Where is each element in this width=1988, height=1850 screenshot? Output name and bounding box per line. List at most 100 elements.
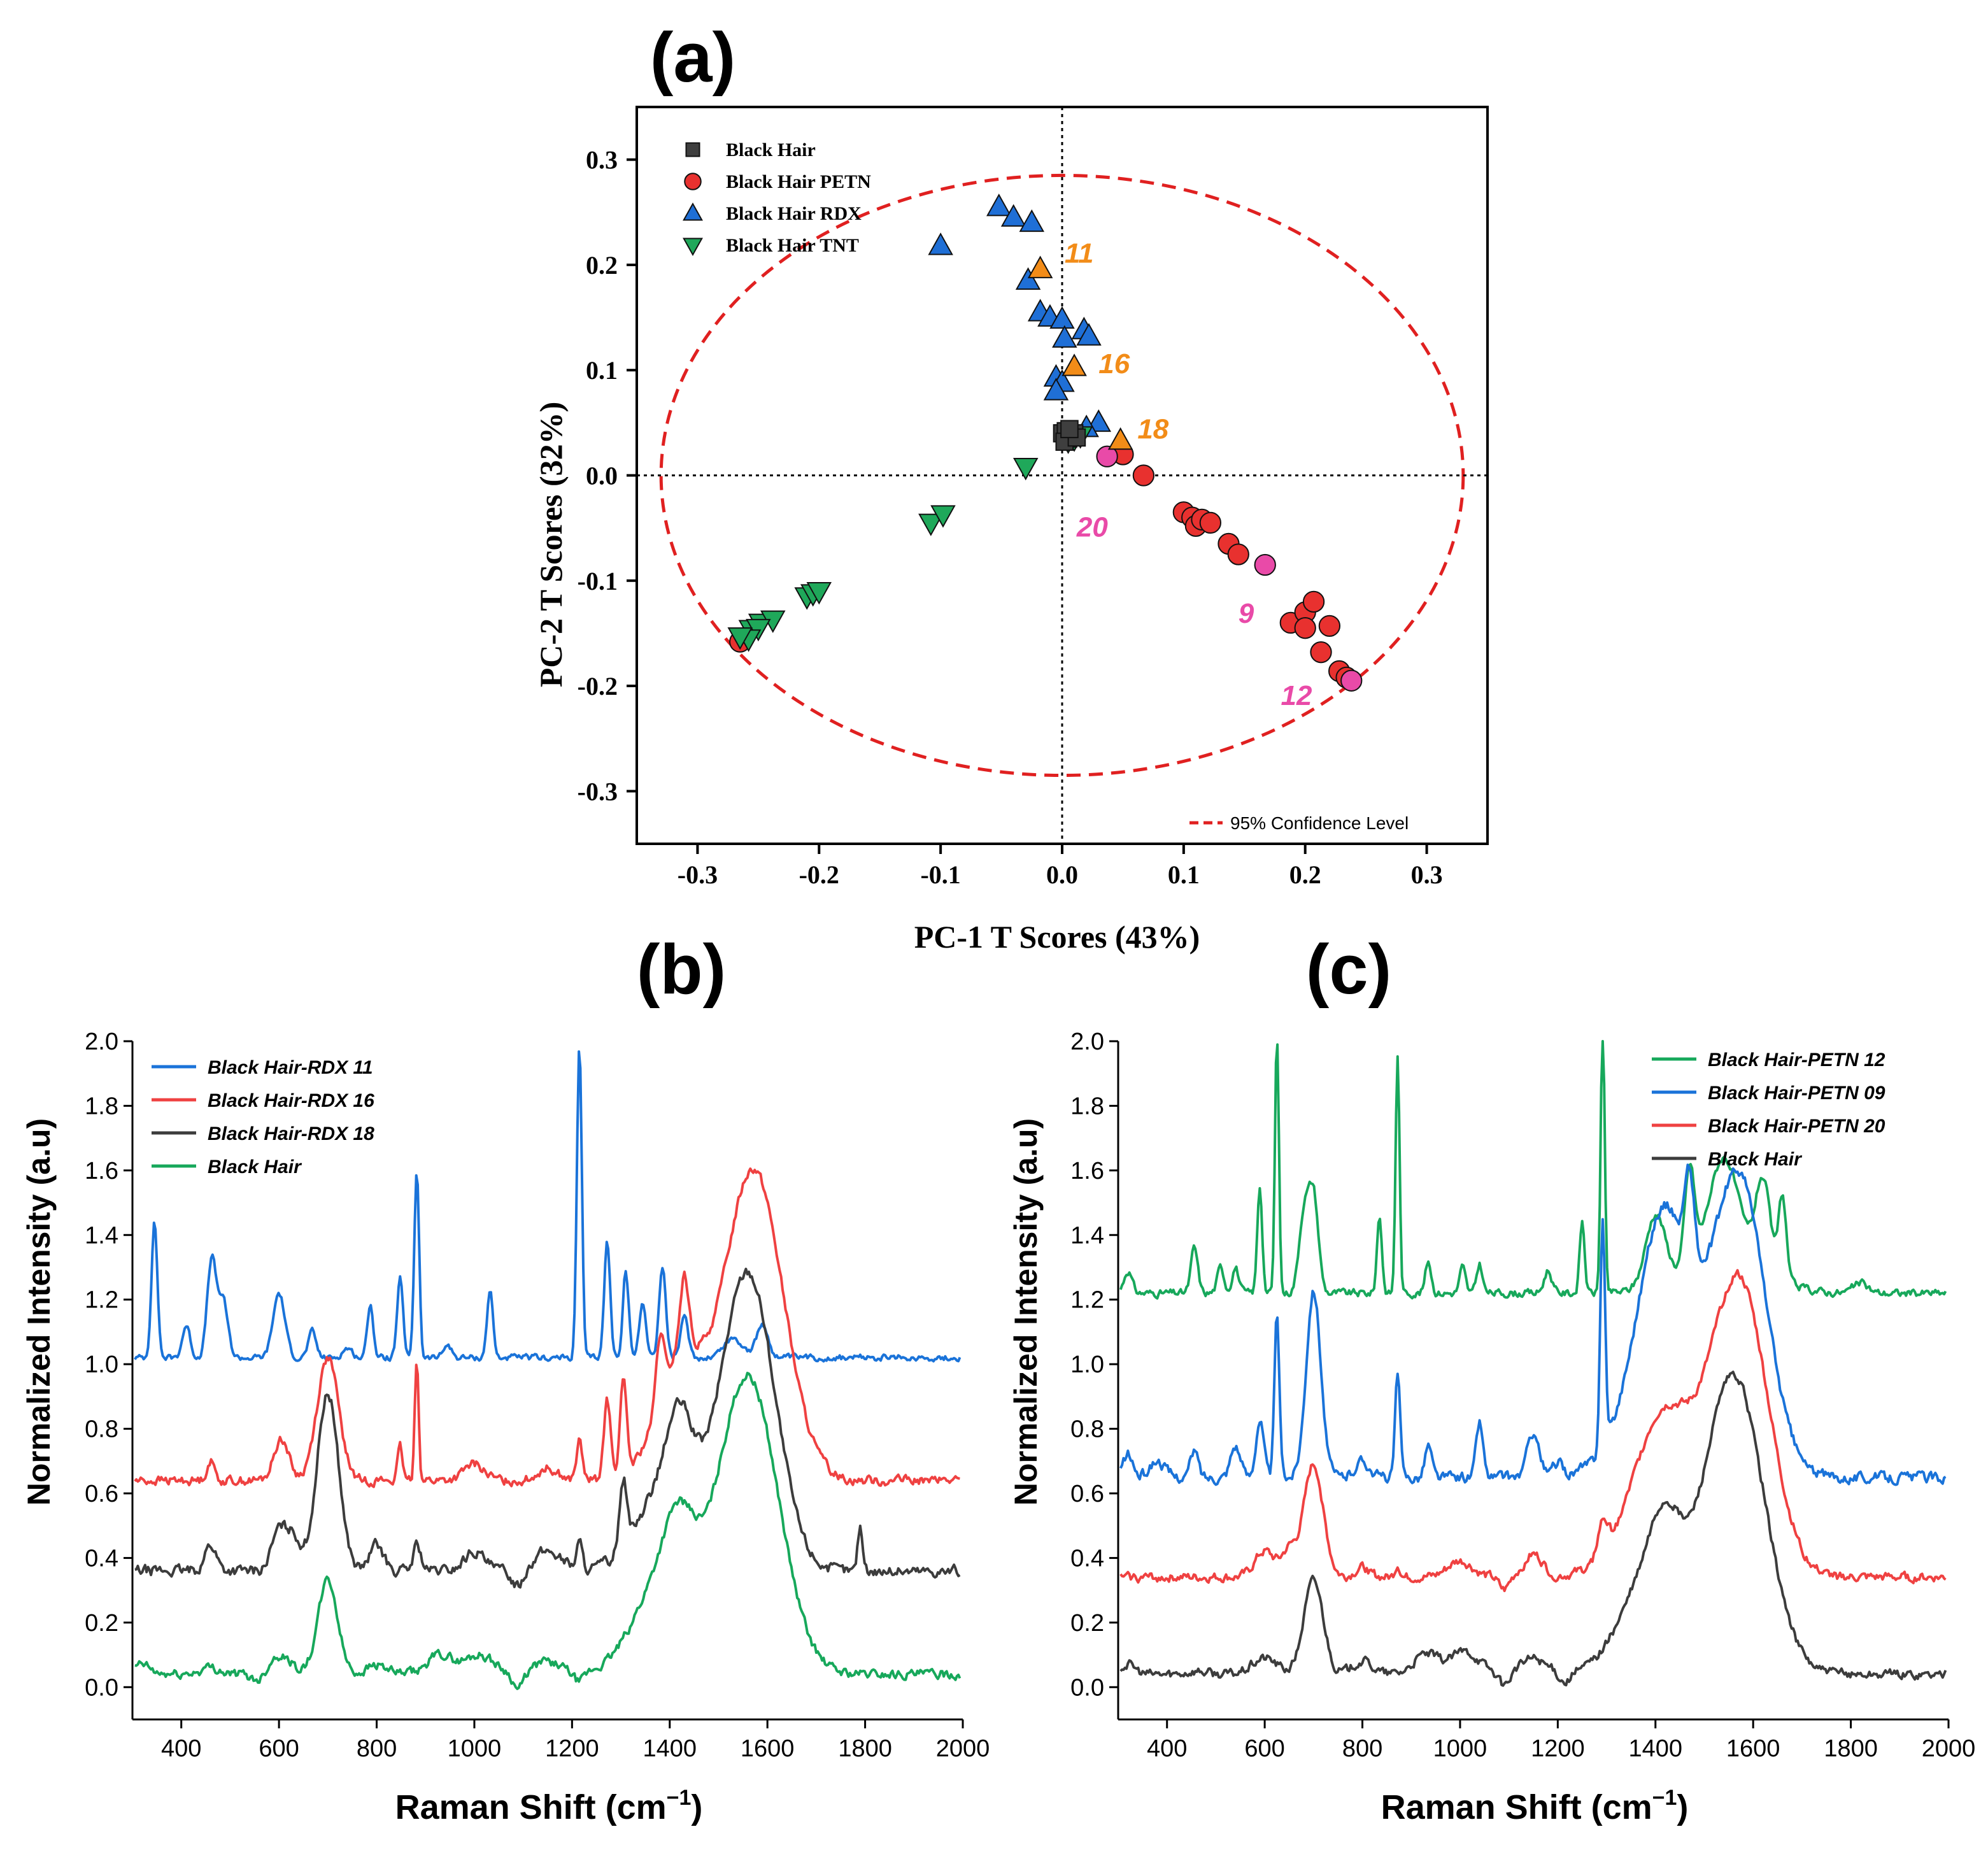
y-tick-label: 1.4 [1070, 1222, 1104, 1249]
legend-label: Black Hair-RDX 11 [208, 1057, 373, 1078]
y-tick-label-a: 0.2 [586, 251, 618, 280]
data-point [1019, 209, 1045, 232]
legend-label: Black Hair TNT [726, 235, 859, 256]
y-tick-label: 1.0 [85, 1351, 118, 1378]
spectra-axes-b [131, 1041, 963, 1721]
legend-label: Black Hair [726, 139, 816, 160]
annotation-12: 12 [1281, 680, 1312, 711]
panel-label-c: (c) [1306, 930, 1391, 1009]
y-tick-label: 0.0 [85, 1674, 118, 1701]
series-black-hair [1053, 420, 1086, 451]
y-tick-label: 1.6 [1070, 1158, 1104, 1185]
legend-marker [683, 202, 703, 221]
confidence-legend: 95% Confidence Level [1189, 813, 1409, 833]
data-point [1302, 590, 1325, 613]
spectrum-line [1119, 1040, 1947, 1300]
annotation-16: 16 [1098, 348, 1130, 380]
x-axis-label-b-sup: −1 [667, 1786, 692, 1810]
legend-marker [684, 173, 702, 190]
spectra-ticks-c: 400 600 800 1000 1200 1400 1600 1800 2000 0.0 0.2 0… [1070, 1028, 1975, 1762]
series-black-hair-petn-highlighted- [1096, 445, 1363, 692]
x-tick-label-a: 0.3 [1411, 860, 1443, 889]
spectra-lines-b [134, 1050, 962, 1690]
legend-label: Black Hair-PETN 09 [1708, 1083, 1885, 1104]
y-tick-label: 1.2 [1070, 1287, 1104, 1314]
x-tick-label: 1600 [741, 1735, 795, 1762]
data-point [1254, 553, 1276, 576]
data-point [1060, 420, 1079, 439]
data-point [1318, 615, 1341, 637]
x-tick-label: 1000 [1433, 1735, 1487, 1762]
x-tick-label: 2000 [1922, 1735, 1976, 1762]
legend-label: Black Hair-PETN 12 [1708, 1050, 1885, 1071]
data-point [930, 505, 956, 528]
y-tick-label: 0.8 [1070, 1416, 1104, 1443]
y-tick-label: 0.4 [1070, 1545, 1104, 1572]
x-tick-label: 800 [1342, 1735, 1382, 1762]
data-point [1096, 445, 1118, 467]
x-tick-label: 1400 [1628, 1735, 1682, 1762]
data-point [806, 582, 832, 605]
x-axis-label-c-sup: −1 [1652, 1786, 1677, 1810]
legend-marker [685, 142, 700, 157]
x-axis-label-c-main: Raman Shift (cm [1381, 1788, 1652, 1826]
y-tick-label: 1.2 [85, 1287, 118, 1314]
x-tick-label-a: 0.2 [1289, 860, 1321, 889]
y-axis-label-b: Normalized Intensity (a.u) [21, 1118, 57, 1505]
panel-label-a: (a) [650, 18, 735, 97]
annotation-20: 20 [1076, 511, 1108, 543]
confidence-ellipse [659, 173, 1465, 778]
legend-label: Black Hair PETN [726, 171, 871, 192]
y-tick-label-a: -0.2 [578, 672, 618, 701]
y-tick-label: 0.6 [1070, 1481, 1104, 1507]
legend-label: Black Hair-PETN 20 [1708, 1116, 1885, 1137]
y-tick-label-a: -0.3 [578, 777, 618, 806]
x-axis-label-b-close: ) [691, 1788, 702, 1826]
pca-ticks: -0.3 -0.2 -0.1 0.0 0.1 0.2 0.3 -0.3 -0.2 -0.1 0.0 0… [578, 146, 1443, 889]
data-point [1132, 464, 1155, 487]
y-tick-label: 0.8 [85, 1416, 118, 1443]
data-point [1015, 267, 1041, 290]
confidence-ellipse-path [659, 173, 1465, 778]
data-point [1061, 353, 1087, 376]
series-black-hair-rdx-highlighted- [1027, 255, 1133, 450]
data-point [1043, 378, 1069, 401]
legend-marker [683, 238, 703, 257]
pca-zero-lines [637, 107, 1487, 844]
pca-scores-panel: (a) 11 16 18 20 9 12 -0.3 -0.2 -0.1 0.0 0.1 0.2 0.3… [533, 18, 1489, 955]
confidence-label: 95% Confidence Level [1230, 813, 1409, 833]
y-tick-label: 1.8 [1070, 1093, 1104, 1120]
data-point [727, 627, 753, 650]
legend-label: Black Hair RDX [726, 203, 862, 224]
data-point [1107, 427, 1133, 450]
x-tick-label: 800 [357, 1735, 397, 1762]
y-tick-label: 1.0 [1070, 1351, 1104, 1378]
spectrum-line [1119, 1269, 1947, 1593]
y-tick-label: 0.4 [85, 1545, 118, 1572]
x-axis-label-b: Raman Shift (cm−1) [395, 1786, 703, 1826]
y-tick-label: 1.6 [85, 1158, 118, 1185]
y-tick-label-a: 0.0 [586, 462, 618, 490]
x-tick-label-a: -0.1 [920, 860, 960, 889]
sample-annotations: 11 16 18 20 9 12 [1065, 238, 1312, 711]
pca-legend: Black Hair Black Hair PETN Black Hair RDX B… [683, 139, 871, 257]
x-axis-label-a: PC-1 T Scores (43%) [914, 919, 1200, 955]
spectrum-line [134, 1267, 961, 1589]
y-tick-label: 0.2 [1070, 1610, 1104, 1637]
annotation-9: 9 [1239, 598, 1254, 629]
x-tick-label: 400 [1147, 1735, 1187, 1762]
y-axis-label-c: Normalized Intensity (a.u) [1008, 1118, 1044, 1505]
x-tick-label: 1200 [545, 1735, 599, 1762]
x-tick-label: 400 [161, 1735, 201, 1762]
x-axis-label-b-main: Raman Shift (cm [395, 1788, 667, 1826]
x-tick-label: 1200 [1531, 1735, 1585, 1762]
legend-label: Black Hair [1708, 1149, 1803, 1170]
spectra-axes-c [1117, 1041, 1949, 1721]
x-tick-label: 1600 [1726, 1735, 1780, 1762]
y-tick-label: 0.6 [85, 1481, 118, 1507]
data-point [918, 513, 944, 536]
data-point [1076, 323, 1102, 346]
data-point [1000, 204, 1026, 227]
pca-points [727, 193, 1363, 692]
data-point [1294, 617, 1316, 639]
